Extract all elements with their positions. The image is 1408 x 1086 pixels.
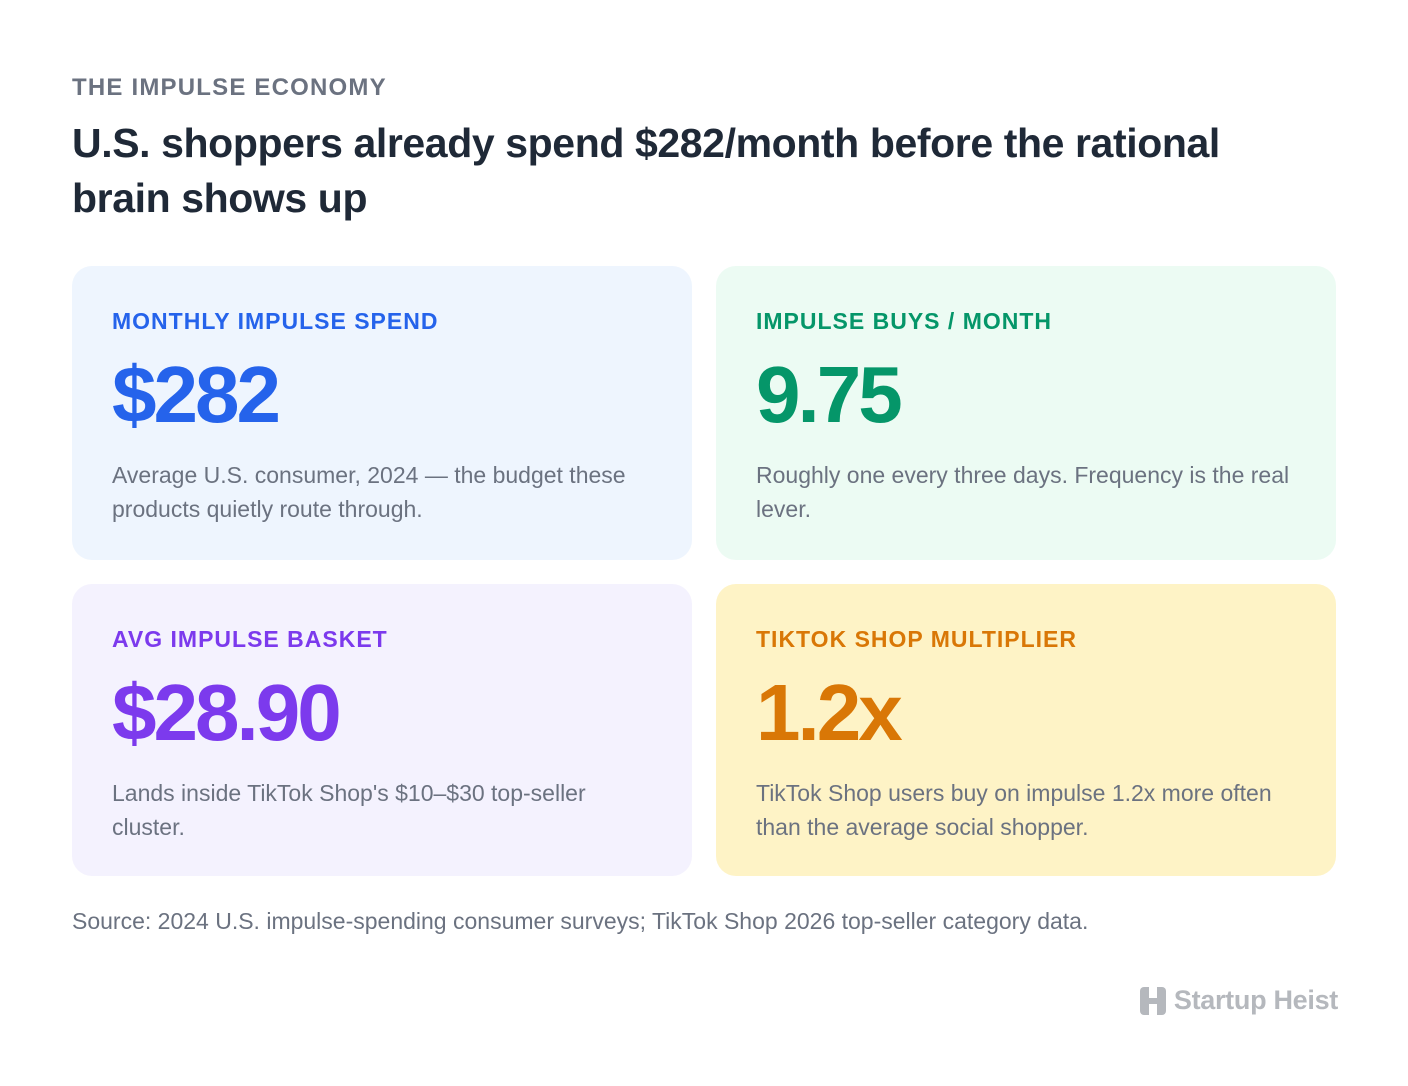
stat-card-value: $28.90	[112, 668, 342, 757]
stat-card-avg-basket: AVG IMPULSE BASKET $28.90 Lands inside T…	[72, 584, 692, 876]
stat-card-label: TIKTOK SHOP MULTIPLIER	[756, 626, 1078, 652]
stat-card-value: 1.2x	[756, 668, 903, 757]
eyebrow-label: THE IMPULSE ECONOMY	[72, 74, 387, 101]
page-title: U.S. shoppers already spend $282/month b…	[72, 120, 1220, 221]
brand-name: Startup Heist	[1173, 985, 1338, 1015]
stat-card-description: Roughly one every three days. Frequency …	[756, 462, 1290, 522]
stat-card-value: $282	[112, 350, 281, 439]
stat-card-label: MONTHLY IMPULSE SPEND	[112, 308, 439, 334]
stat-card-tiktok-multiplier: TIKTOK SHOP MULTIPLIER 1.2x TikTok Shop …	[716, 584, 1336, 876]
stat-card-monthly-spend: MONTHLY IMPULSE SPEND $282 Average U.S. …	[72, 266, 692, 560]
stat-card-buys-per-month: IMPULSE BUYS / MONTH 9.75 Roughly one ev…	[716, 266, 1336, 560]
brand-logo: Startup Heist	[1139, 985, 1338, 1016]
stat-card-description: Lands inside TikTok Shop's $10–$30 top-s…	[112, 780, 586, 840]
stat-card-description: TikTok Shop users buy on impulse 1.2x mo…	[756, 780, 1272, 840]
stat-card-label: IMPULSE BUYS / MONTH	[756, 308, 1053, 334]
stat-card-description: Average U.S. consumer, 2024 — the budget…	[112, 462, 626, 522]
source-note: Source: 2024 U.S. impulse-spending consu…	[72, 908, 1089, 934]
stat-card-label: AVG IMPULSE BASKET	[112, 626, 388, 652]
heist-logo-icon	[1139, 986, 1166, 1015]
stat-card-value: 9.75	[756, 350, 903, 439]
